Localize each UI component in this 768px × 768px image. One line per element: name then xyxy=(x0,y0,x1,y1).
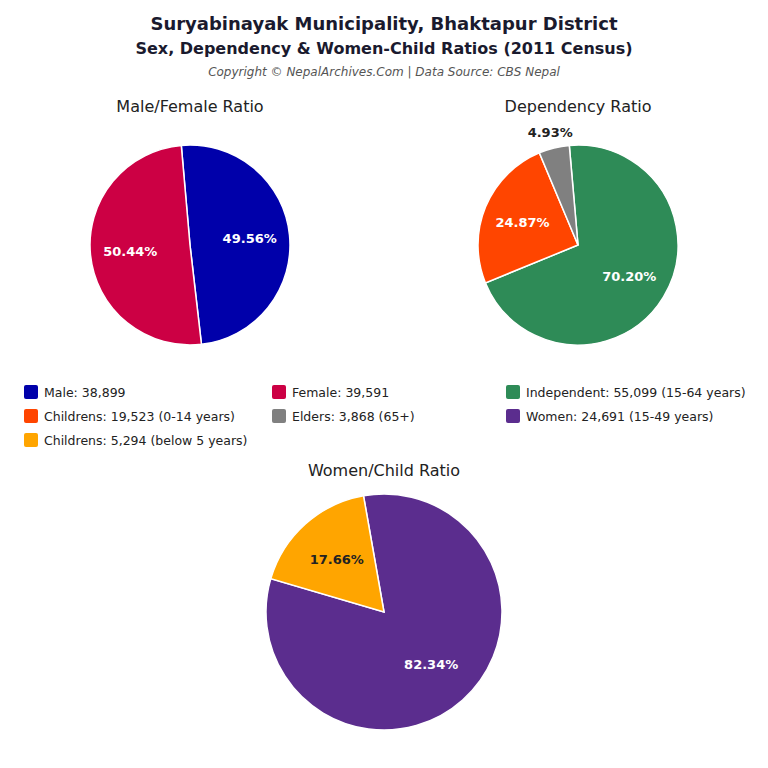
data-label: 50.44% xyxy=(103,244,157,259)
subtitle: Sex, Dependency & Women-Child Ratios (20… xyxy=(135,39,632,58)
legend-label: Childrens: 5,294 (below 5 years) xyxy=(44,433,248,448)
legend-swatch xyxy=(506,409,520,423)
annotation: Copyright © NepalArchives.Com | Data Sou… xyxy=(208,65,560,79)
legend-label: Childrens: 19,523 (0-14 years) xyxy=(44,409,235,424)
legend-swatch xyxy=(506,385,520,399)
chart: Suryabinayak Municipality, Bhaktapur Dis… xyxy=(0,0,768,768)
data-label: 24.87% xyxy=(495,215,549,230)
title: Suryabinayak Municipality, Bhaktapur Dis… xyxy=(150,13,617,34)
pie-title: Women/Child Ratio xyxy=(308,461,460,480)
legend: Male: 38,899 Female: 39,591 Independent: 5… xyxy=(24,385,746,448)
legend-swatch xyxy=(272,409,286,423)
legend-swatch xyxy=(24,433,38,447)
data-label: 17.66% xyxy=(310,552,364,567)
pie-title: Dependency Ratio xyxy=(505,97,652,116)
data-label: 70.20% xyxy=(602,269,656,284)
legend-swatch xyxy=(24,385,38,399)
legend-label: Female: 39,591 xyxy=(292,385,389,400)
legend-label: Independent: 55,099 (15-64 years) xyxy=(526,385,746,400)
legend-label: Male: 38,899 xyxy=(44,385,126,400)
pie-slice xyxy=(539,145,578,245)
pie xyxy=(478,145,678,345)
pie-slice xyxy=(266,494,502,730)
legend-swatch xyxy=(24,409,38,423)
data-label: 82.34% xyxy=(404,657,458,672)
legend-label: Elders: 3,868 (65+) xyxy=(292,409,415,424)
data-labels: 82.34% 17.66% xyxy=(310,552,459,673)
data-label: 49.56% xyxy=(223,231,277,246)
pie-slice xyxy=(90,145,201,345)
data-labels: 70.20% 24.87% 4.93% xyxy=(495,125,656,284)
data-labels: 49.56% 50.44% xyxy=(103,231,277,258)
pie-slice xyxy=(271,496,384,612)
pie xyxy=(266,494,502,730)
pie-title: Male/Female Ratio xyxy=(116,97,263,116)
legend-label: Women: 24,691 (15-49 years) xyxy=(526,409,713,424)
data-label: 4.93% xyxy=(528,125,573,140)
legend-swatch xyxy=(272,385,286,399)
pie xyxy=(90,145,290,345)
